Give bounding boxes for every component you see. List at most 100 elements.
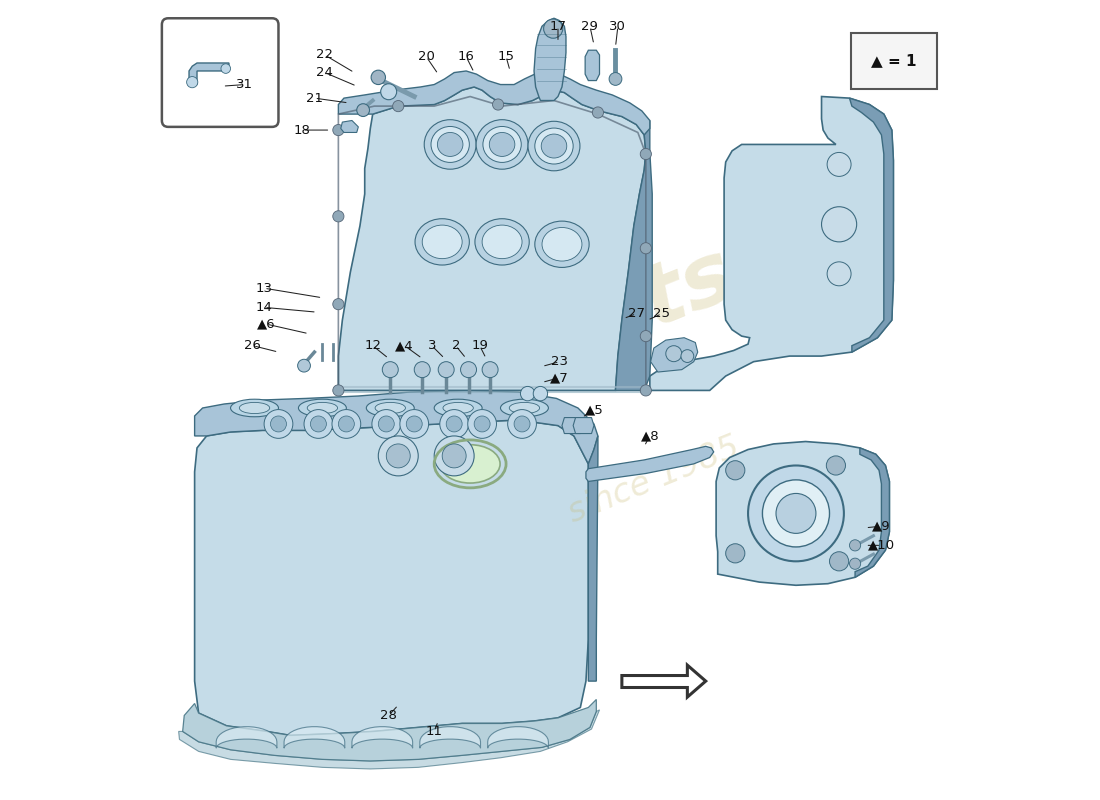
Text: ▲5: ▲5 [584,403,603,416]
Ellipse shape [434,399,482,417]
Ellipse shape [440,445,500,483]
Circle shape [187,77,198,88]
Circle shape [468,410,496,438]
Text: 15: 15 [497,50,515,63]
Circle shape [776,494,816,534]
Circle shape [474,416,491,432]
Ellipse shape [438,133,463,157]
Polygon shape [588,436,598,681]
Text: ▲10: ▲10 [868,539,895,552]
Circle shape [493,99,504,110]
Circle shape [592,107,604,118]
Ellipse shape [528,122,580,170]
Polygon shape [650,97,893,390]
Polygon shape [586,446,714,482]
Circle shape [372,410,400,438]
Polygon shape [585,50,600,81]
Circle shape [514,416,530,432]
Ellipse shape [307,402,338,414]
Circle shape [440,410,469,438]
Text: 26: 26 [244,339,262,352]
Circle shape [333,385,344,396]
Polygon shape [420,726,481,748]
Circle shape [393,101,404,112]
Text: ▲6: ▲6 [257,318,276,330]
Circle shape [264,410,293,438]
Ellipse shape [298,399,346,417]
Text: 24: 24 [317,66,333,79]
Circle shape [333,298,344,310]
Polygon shape [621,665,706,697]
Circle shape [333,125,344,136]
Ellipse shape [535,128,573,164]
Ellipse shape [482,225,522,258]
Circle shape [609,73,622,86]
Circle shape [271,416,286,432]
Polygon shape [195,420,588,735]
Text: 12: 12 [364,339,382,352]
Polygon shape [849,98,893,352]
Circle shape [849,540,860,551]
Circle shape [520,386,535,401]
Ellipse shape [415,218,470,265]
Text: 21: 21 [306,92,323,105]
Circle shape [849,558,860,570]
Text: 30: 30 [609,20,626,33]
Circle shape [762,480,829,547]
Ellipse shape [422,225,462,258]
Ellipse shape [231,399,278,417]
Text: 2: 2 [451,339,460,352]
Ellipse shape [425,120,476,170]
Polygon shape [855,448,890,578]
Text: 19: 19 [471,339,488,352]
Polygon shape [339,71,650,135]
Ellipse shape [541,134,567,158]
Polygon shape [178,710,600,769]
Text: ▲7: ▲7 [550,371,569,384]
Text: parts: parts [481,234,748,406]
Circle shape [826,456,846,475]
Polygon shape [352,726,412,748]
Circle shape [822,206,857,242]
Circle shape [726,461,745,480]
Polygon shape [650,338,697,372]
Polygon shape [716,442,890,586]
Circle shape [748,466,844,562]
Text: 14: 14 [255,301,273,314]
Text: 22: 22 [317,49,333,62]
Text: ▲9: ▲9 [872,520,891,533]
Text: 27: 27 [628,307,645,320]
Circle shape [400,410,429,438]
Circle shape [339,416,354,432]
Circle shape [543,19,563,38]
Circle shape [681,350,694,362]
Polygon shape [189,63,229,85]
Ellipse shape [366,399,415,417]
Ellipse shape [443,402,473,414]
Ellipse shape [535,221,590,267]
Polygon shape [534,18,566,101]
Text: 16: 16 [458,50,474,63]
Circle shape [442,444,466,468]
Text: ▲8: ▲8 [640,430,659,442]
Circle shape [827,153,851,176]
Circle shape [386,444,410,468]
Text: ▲ = 1: ▲ = 1 [871,53,917,68]
Polygon shape [341,121,359,133]
Polygon shape [562,418,583,434]
Circle shape [333,210,344,222]
Circle shape [332,410,361,438]
Circle shape [726,544,745,563]
Ellipse shape [490,133,515,157]
Ellipse shape [476,120,528,170]
Circle shape [381,84,397,100]
Ellipse shape [483,126,521,162]
Ellipse shape [509,402,540,414]
Polygon shape [284,726,344,748]
Circle shape [640,242,651,254]
Circle shape [371,70,385,85]
Polygon shape [195,390,598,464]
Circle shape [640,385,651,396]
Circle shape [298,359,310,372]
Circle shape [666,346,682,362]
